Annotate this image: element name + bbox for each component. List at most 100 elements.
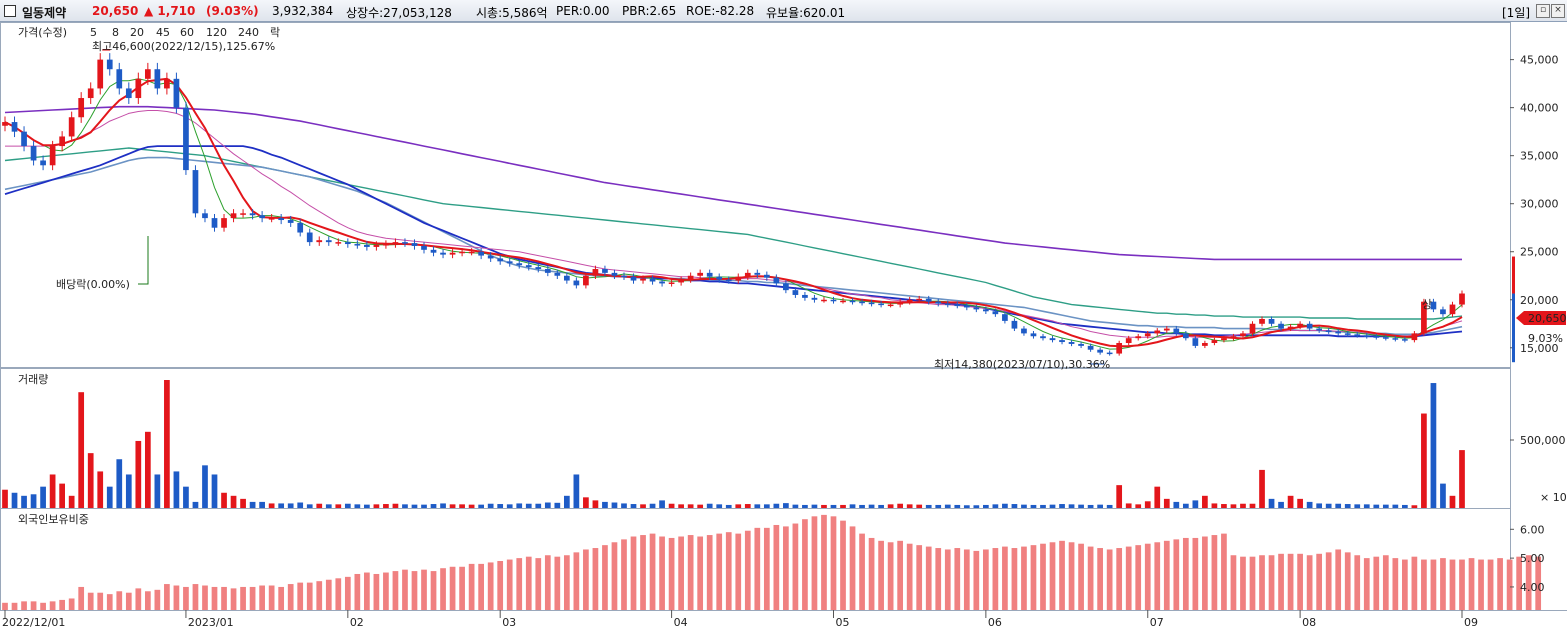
volume-bar <box>563 495 570 508</box>
candle <box>154 69 161 89</box>
volume-bar <box>1402 504 1408 508</box>
foreign-bar <box>1040 543 1046 610</box>
candle <box>1430 301 1437 310</box>
candle <box>973 307 980 310</box>
candle <box>373 245 380 247</box>
volume-bar <box>97 471 104 508</box>
volume-bar <box>792 504 799 508</box>
foreign-bar <box>1135 545 1142 610</box>
candle <box>421 245 427 250</box>
volume-bar <box>954 504 961 508</box>
volume-bar <box>1116 485 1123 508</box>
volume-panel-title: 거래량 <box>18 373 48 386</box>
volume-bar <box>1259 469 1265 508</box>
foreign-tick-label: 6.00 <box>1520 523 1545 536</box>
foreign-bar <box>982 549 989 610</box>
candle <box>30 146 37 161</box>
candle <box>821 299 827 302</box>
volume-bar <box>697 504 704 508</box>
candle <box>1259 318 1265 324</box>
price-tick-label: 45,000 <box>1520 54 1559 67</box>
volume-bar <box>611 502 618 508</box>
volume-bar <box>468 504 475 508</box>
foreign-bar <box>106 594 113 610</box>
price-tick-label: 30,000 <box>1520 198 1559 211</box>
candle <box>944 303 951 306</box>
foreign-bar <box>1316 553 1323 610</box>
volume-bar <box>859 504 865 508</box>
candle <box>259 215 265 219</box>
foreign-bar <box>11 602 18 610</box>
foreign-bar <box>449 566 456 610</box>
volume-bar <box>306 504 313 508</box>
foreign-bar <box>497 561 504 610</box>
candle <box>754 272 761 275</box>
volume-bar <box>621 503 627 508</box>
x-tick-label: 09 <box>1464 616 1478 629</box>
candle <box>354 244 361 246</box>
volume-bar <box>183 486 189 508</box>
foreign-bar <box>1363 558 1370 610</box>
foreign-bar <box>716 533 723 610</box>
candle <box>430 249 437 253</box>
candle <box>1125 338 1132 343</box>
volume-value: 3,932,384 <box>272 4 334 18</box>
volume-bar <box>164 380 170 508</box>
foreign-bar <box>954 548 961 610</box>
foreign-bar <box>544 555 551 610</box>
foreign-bar <box>1325 552 1332 610</box>
volume-bar <box>544 502 551 508</box>
checkbox-icon[interactable] <box>4 5 16 17</box>
candle <box>583 275 589 286</box>
foreign-bar <box>1487 559 1494 610</box>
ma8-line <box>4 77 1463 348</box>
candle <box>1097 349 1103 353</box>
candle <box>1440 309 1446 315</box>
volume-bar <box>1097 504 1103 508</box>
volume-bar <box>392 503 399 508</box>
maximize-icon[interactable]: ▫ <box>1536 4 1550 18</box>
foreign-bar <box>249 586 256 610</box>
foreign-bar <box>1049 542 1056 610</box>
close-icon[interactable]: × <box>1551 4 1565 18</box>
volume-bar <box>106 486 113 508</box>
foreign-bar <box>1078 543 1084 610</box>
foreign-bar <box>1125 546 1132 610</box>
candle <box>1316 328 1323 331</box>
legend-ma20: 20 <box>130 26 144 39</box>
period-label[interactable]: [1일] <box>1502 6 1531 20</box>
foreign-bar <box>430 571 437 610</box>
volume-bar <box>916 504 923 508</box>
volume-bar <box>135 440 142 508</box>
foreign-bar <box>154 589 161 610</box>
change-pct: (9.03%) <box>206 4 259 18</box>
candle <box>668 282 675 284</box>
foreign-bar <box>1116 548 1123 610</box>
volume-bar <box>1325 503 1332 508</box>
foreign-bar <box>887 542 894 610</box>
volume-bar <box>297 502 304 508</box>
foreign-bar <box>1221 533 1227 610</box>
candle <box>649 278 656 282</box>
foreign-bar <box>1106 549 1113 610</box>
candle <box>1287 326 1294 329</box>
volume-bar <box>535 503 542 508</box>
candle <box>1011 320 1018 329</box>
volume-bar <box>402 504 408 508</box>
volume-bar <box>887 504 894 508</box>
candle <box>611 272 618 276</box>
candle <box>963 305 970 308</box>
foreign-bar <box>1373 556 1380 610</box>
volume-bar <box>754 504 761 508</box>
volume-bar <box>516 503 523 508</box>
foreign-bar <box>1430 559 1437 610</box>
candle <box>49 146 56 166</box>
x-tick-label: 08 <box>1302 616 1316 629</box>
volume-bar <box>373 504 380 508</box>
range-bar-down <box>1512 293 1515 363</box>
volume-bar <box>221 492 227 508</box>
x-tick-label: 05 <box>835 616 849 629</box>
candle <box>1354 334 1361 336</box>
volume-bar <box>173 471 180 508</box>
foreign-bar <box>487 562 494 610</box>
